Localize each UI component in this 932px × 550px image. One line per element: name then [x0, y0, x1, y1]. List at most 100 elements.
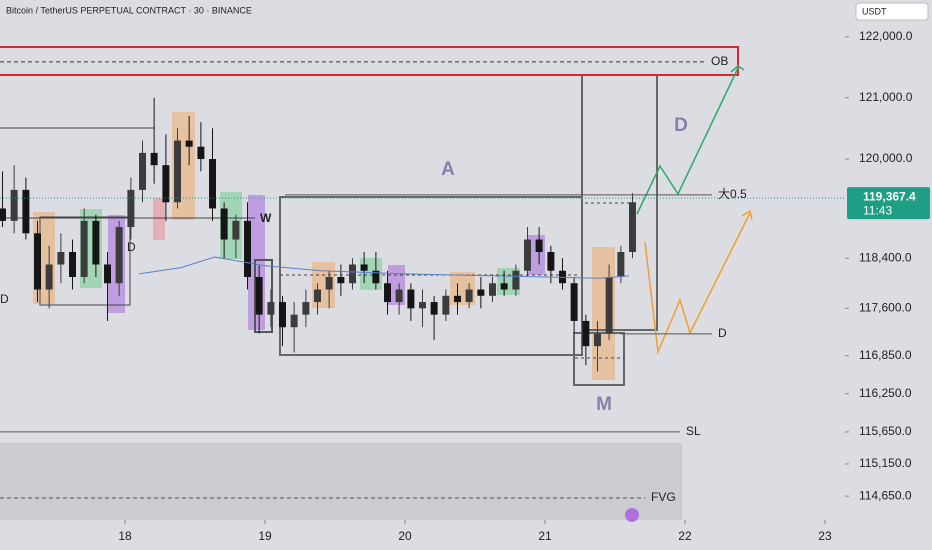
fvg-zone: [0, 443, 682, 520]
x-tick-label: 21: [538, 529, 552, 543]
level-label: D: [718, 326, 727, 340]
candle-body: [570, 283, 578, 321]
candle-body: [197, 146, 205, 160]
level-label: 大0.5: [718, 187, 747, 201]
y-tick-label: 122,000.0: [859, 29, 913, 43]
currency-box: [855, 2, 929, 21]
last-price-box: [847, 187, 930, 220]
candle-body: [185, 140, 193, 147]
candle-body: [629, 202, 636, 252]
candle-body: [477, 289, 485, 296]
box: [573, 332, 625, 386]
candle-body: [104, 264, 112, 284]
candle-body: [407, 289, 415, 309]
candle-body: [524, 239, 531, 271]
candle-body: [80, 220, 88, 277]
annotation: D: [674, 115, 688, 136]
x-tick-label: 22: [678, 529, 692, 543]
highlight: [153, 198, 165, 240]
x-tick-label: 20: [398, 529, 412, 543]
y-tick-label: 117,600.0: [859, 301, 912, 315]
time-axis: [0, 520, 845, 550]
candle-body: [605, 276, 613, 334]
x-tick-label: 19: [258, 529, 272, 543]
y-tick-label: 115,150.0: [859, 456, 912, 470]
candle-body: [314, 289, 321, 303]
projection-arrow: [636, 67, 739, 215]
candle-body: [442, 295, 450, 315]
candle-body: [419, 302, 426, 309]
candle-body: [150, 152, 158, 166]
y-tick-label: 115,650.0: [859, 424, 912, 438]
ob-box: [0, 46, 739, 76]
candle-body: [547, 251, 555, 271]
x-tick-label: 23: [818, 529, 832, 543]
candle-body: [69, 251, 77, 277]
candle-body: [57, 251, 65, 265]
level-label: SL: [686, 424, 701, 438]
candle-body: [582, 320, 590, 347]
arrow-head: [730, 65, 745, 73]
candle-body: [92, 220, 100, 265]
candle-body: [22, 189, 30, 234]
annotation: D: [127, 240, 136, 254]
candle-body: [127, 189, 135, 228]
candle-body: [430, 302, 438, 315]
annotation: A: [441, 159, 455, 180]
annotation: W: [260, 211, 272, 225]
arrow-head: [741, 209, 753, 221]
candle-body: [337, 276, 345, 284]
candle-body: [45, 264, 53, 290]
candle-body: [454, 295, 461, 303]
candle-body: [360, 264, 368, 271]
candle-body: [372, 270, 380, 284]
candle-body: [0, 208, 7, 221]
candle-body: [267, 302, 275, 315]
candle-body: [209, 159, 216, 209]
candle-body: [220, 208, 228, 240]
y-tick-label: 121,000.0: [859, 90, 913, 104]
x-tick-label: 18: [118, 529, 132, 543]
candle-body: [232, 220, 240, 240]
y-tick-label: 120,000.0: [859, 151, 913, 165]
moving-average: [138, 256, 630, 279]
candle-body: [535, 239, 543, 252]
y-tick-label: 114,650.0: [859, 488, 912, 502]
candle-body: [139, 152, 146, 190]
candle-body: [290, 314, 298, 328]
last-price-time: 11:43: [863, 203, 892, 217]
box: [254, 259, 273, 333]
candle-body: [465, 289, 473, 303]
candle-body: [617, 251, 625, 277]
candle-body: [349, 264, 356, 284]
candle-body: [34, 233, 42, 290]
y-tick-label: 118,400.0: [859, 250, 912, 264]
candle-body: [244, 220, 251, 277]
candle-body: [325, 276, 333, 290]
annotation: D: [0, 292, 9, 306]
projection-arrow: [644, 212, 751, 355]
candle-body: [489, 283, 496, 296]
event-icon[interactable]: [625, 508, 639, 522]
level-label: OB: [711, 54, 728, 68]
annotation: M: [596, 394, 612, 415]
candle-body: [255, 276, 263, 315]
level-label: FVG: [651, 490, 676, 504]
candle-body: [174, 140, 181, 203]
last-price-label: 119,367.4: [863, 189, 916, 203]
candle-body: [115, 227, 123, 284]
price-axis: [845, 0, 932, 550]
candle-body: [500, 283, 508, 290]
drawings: [0, 46, 753, 520]
candle-body: [384, 283, 391, 303]
chart-title: Bitcoin / TetherUS PERPETUAL CONTRACT · …: [6, 5, 252, 15]
y-tick-label: 116,850.0: [859, 348, 912, 362]
y-tick-label: 116,250.0: [859, 386, 912, 400]
candle-body: [594, 333, 601, 347]
currency: USDT: [862, 6, 887, 16]
candle-body: [279, 302, 286, 328]
candle-body: [395, 289, 403, 303]
candle-body: [302, 302, 310, 315]
